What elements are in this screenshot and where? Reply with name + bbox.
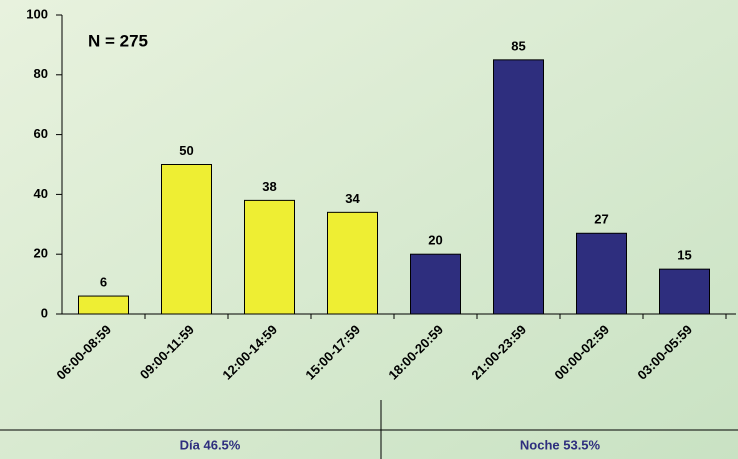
bar: [576, 232, 627, 315]
bar: [493, 59, 544, 315]
y-tick-label: 20: [34, 246, 48, 261]
bar: [659, 268, 710, 315]
data-label: 38: [262, 179, 276, 194]
y-tick-label: 100: [26, 6, 48, 21]
bar: [327, 211, 378, 315]
data-label: 85: [511, 38, 525, 53]
bar: [244, 199, 295, 315]
group-label: Noche 53.5%: [520, 437, 601, 452]
y-tick-label: 60: [34, 126, 48, 141]
bar: [410, 253, 461, 315]
group-label: Día 46.5%: [180, 437, 241, 452]
data-label: 27: [594, 212, 608, 227]
annotation: N = 275: [88, 31, 148, 50]
bar: [78, 295, 129, 315]
bar: [161, 164, 212, 315]
data-label: 20: [428, 233, 442, 248]
y-tick-label: 0: [41, 305, 48, 320]
data-label: 15: [677, 248, 691, 263]
data-label: 50: [179, 143, 193, 158]
data-label: 34: [345, 191, 360, 206]
y-tick-label: 40: [34, 186, 48, 201]
y-tick-label: 80: [34, 66, 48, 81]
data-label: 6: [100, 274, 107, 289]
